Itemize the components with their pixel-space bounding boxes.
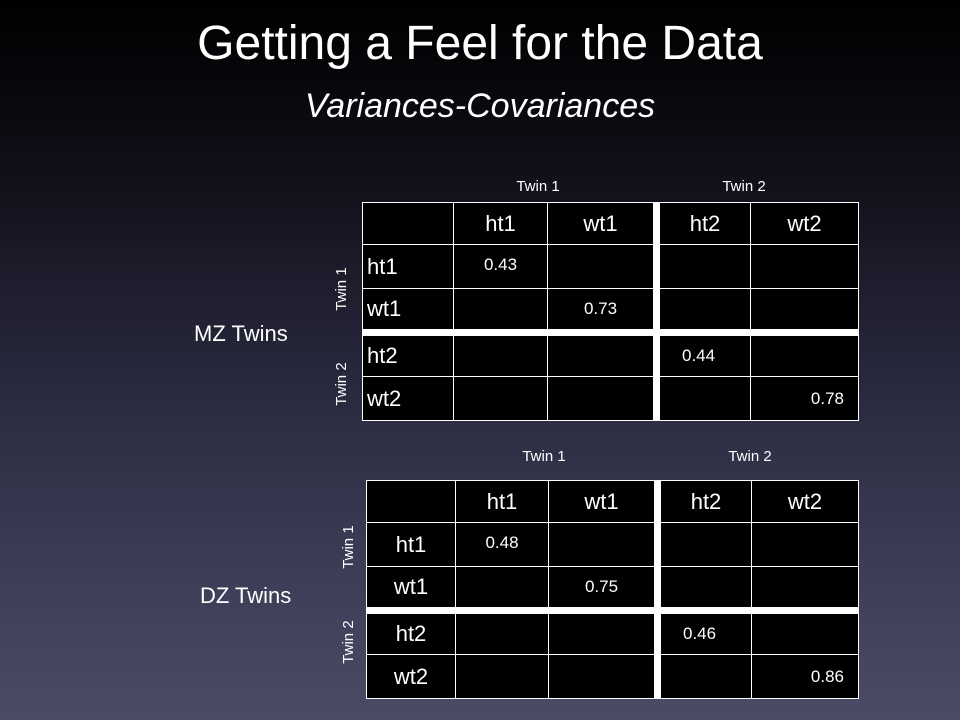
cell-value <box>455 654 549 699</box>
table-row: wt1 0.73 <box>362 288 859 336</box>
table-row: ht1 wt1 ht2 wt2 <box>362 202 859 245</box>
cell-value: 0.46 <box>657 610 752 655</box>
mz-covariance-table: ht1 wt1 ht2 wt2 ht1 0.43 wt1 0.73 ht2 0.… <box>362 202 859 421</box>
table-row: ht2 0.46 <box>366 610 859 655</box>
row-label-ht1: ht1 <box>362 244 454 289</box>
corner-cell <box>366 480 456 523</box>
cell-value <box>750 244 859 289</box>
mz-col-group-twin1: Twin 1 <box>516 178 560 195</box>
cell-value <box>453 376 548 421</box>
table-row: wt2 0.78 <box>362 376 859 421</box>
col-header-ht1: ht1 <box>453 202 548 245</box>
cell-value: 0.86 <box>751 654 859 699</box>
cell-value: 0.75 <box>548 566 661 614</box>
col-header-ht1: ht1 <box>455 480 549 523</box>
cell-value <box>751 566 859 614</box>
cell-value <box>656 244 751 289</box>
dz-row-group-twin1: Twin 1 <box>340 525 357 569</box>
cell-value <box>656 288 751 336</box>
cell-value: 0.73 <box>547 288 660 336</box>
cell-value: 0.78 <box>750 376 859 421</box>
col-header-wt2: wt2 <box>751 480 859 523</box>
cell-value <box>547 332 660 377</box>
cell-value <box>657 566 752 614</box>
table-row: ht2 0.44 <box>362 332 859 377</box>
table-row: ht1 0.48 <box>366 522 859 567</box>
cell-value <box>453 332 548 377</box>
cell-value <box>751 522 859 567</box>
dz-col-group-twin2: Twin 2 <box>728 448 772 465</box>
corner-cell <box>362 202 454 245</box>
table-row: wt2 0.86 <box>366 654 859 699</box>
cell-value <box>453 288 548 336</box>
col-header-wt2: wt2 <box>750 202 859 245</box>
cell-value: 0.44 <box>656 332 751 377</box>
cell-value <box>750 332 859 377</box>
row-label-ht2: ht2 <box>366 610 456 655</box>
table-row: ht1 0.43 <box>362 244 859 289</box>
mz-row-group-twin2: Twin 2 <box>333 362 350 406</box>
table-row: wt1 0.75 <box>366 566 859 614</box>
row-label-wt2: wt2 <box>366 654 456 699</box>
row-label-wt1: wt1 <box>366 566 456 614</box>
cell-value <box>656 376 751 421</box>
table-row: ht1 wt1 ht2 wt2 <box>366 480 859 523</box>
cell-value <box>455 566 549 614</box>
row-label-ht2: ht2 <box>362 332 454 377</box>
cell-value <box>751 610 859 655</box>
col-header-ht2: ht2 <box>656 202 751 245</box>
col-header-wt1: wt1 <box>548 480 661 523</box>
slide-title: Getting a Feel for the Data <box>197 17 763 70</box>
row-label-ht1: ht1 <box>366 522 456 567</box>
cell-value <box>548 522 661 567</box>
col-header-wt1: wt1 <box>547 202 660 245</box>
cell-value: 0.43 <box>453 244 548 289</box>
mz-col-group-twin2: Twin 2 <box>722 178 766 195</box>
row-label-wt2: wt2 <box>362 376 454 421</box>
cell-value <box>547 376 660 421</box>
cell-value <box>548 654 661 699</box>
cell-value <box>750 288 859 336</box>
dz-covariance-table: ht1 wt1 ht2 wt2 ht1 0.48 wt1 0.75 ht2 0.… <box>366 480 859 699</box>
dz-col-group-twin1: Twin 1 <box>522 448 566 465</box>
mz-group-label: MZ Twins <box>194 321 288 346</box>
row-label-wt1: wt1 <box>362 288 454 336</box>
cell-value: 0.48 <box>455 522 549 567</box>
cell-value <box>455 610 549 655</box>
cell-value <box>547 244 660 289</box>
cell-value <box>657 654 752 699</box>
mz-row-group-twin1: Twin 1 <box>333 267 350 311</box>
dz-group-label: DZ Twins <box>200 583 292 608</box>
col-header-ht2: ht2 <box>657 480 752 523</box>
cell-value <box>657 522 752 567</box>
dz-row-group-twin2: Twin 2 <box>340 620 357 664</box>
cell-value <box>548 610 661 655</box>
slide-subtitle: Variances-Covariances <box>304 87 656 125</box>
